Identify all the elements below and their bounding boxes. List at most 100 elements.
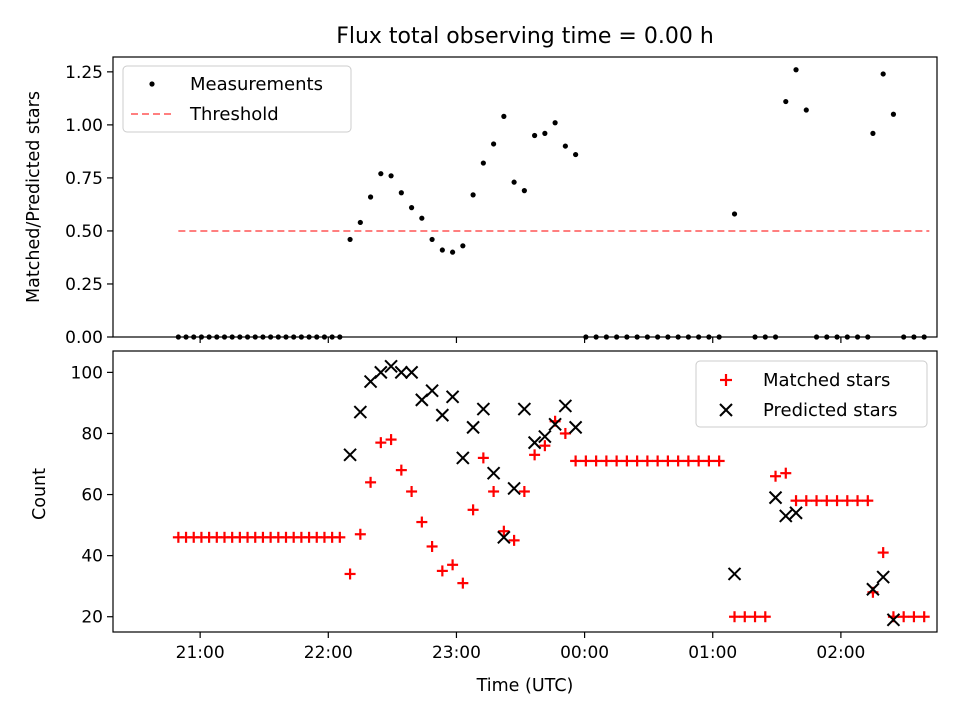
x-tick-label: 01:00 [688, 643, 737, 663]
bottom-panel: 20 40 60 80 100 21:00 22:00 23:00 00:00 01:00 02:… [30, 350, 938, 696]
matched-stars-point [672, 455, 684, 467]
predicted-stars-point [789, 506, 803, 520]
matched-stars-point [539, 440, 551, 452]
x-tick-label: 02:00 [816, 643, 865, 663]
matched-stars-point [739, 611, 751, 623]
measurement-point [890, 111, 897, 117]
measurement-point [870, 130, 876, 136]
bottom-plot-frame [112, 350, 938, 633]
matched-stars-point [518, 486, 530, 497]
matched-stars-point [780, 467, 792, 479]
matched-stars-point [611, 455, 623, 467]
y-tick-label: 80 [81, 424, 103, 444]
predicted-stars-point [435, 408, 450, 422]
x-tick-label: 22:00 [304, 643, 353, 663]
measurement-point [480, 160, 486, 166]
measurement-point [552, 120, 558, 126]
x-tick-label: 00:00 [560, 643, 609, 663]
matched-stars-point [641, 455, 653, 467]
measurement-point [419, 215, 425, 221]
matched-stars-point [488, 486, 500, 497]
top-x-ticks [199, 337, 842, 343]
matched-stars-point [334, 531, 346, 543]
y-tick-label: 60 [81, 486, 103, 506]
predicted-stars-point [425, 383, 439, 398]
measurement-point [793, 67, 799, 73]
matched-stars-point [426, 540, 438, 552]
matched-stars-point [862, 495, 874, 507]
top-legend: Measurements Threshold [122, 65, 352, 133]
matched-stars-point [375, 437, 387, 449]
predicted-stars-point [558, 399, 573, 413]
matched-stars-point [713, 455, 725, 467]
predicted-stars-point [466, 420, 480, 435]
measurement-point [532, 132, 538, 139]
predicted-stars-point [568, 420, 583, 435]
x-tick-label: 23:00 [432, 643, 481, 663]
matched-stars-point [477, 452, 489, 464]
matched-stars-point [354, 528, 366, 540]
predicted-stars-point [353, 405, 368, 419]
measurement-point [803, 107, 809, 113]
predicted-stars-point [456, 451, 470, 465]
chart-title: Flux total observing time = 0.00 h [336, 24, 714, 49]
matched-stars-point [344, 568, 356, 580]
bottom-legend: Matched stars Predicted stars [695, 360, 928, 428]
measurement-point [491, 141, 497, 147]
predicted-stars-point [768, 490, 783, 505]
predicted-stars-point [497, 530, 511, 545]
measurement-point [460, 243, 466, 249]
measurement-point [347, 236, 353, 243]
predicted-stars-point [866, 582, 880, 596]
matched-stars-point [406, 486, 418, 497]
matched-stars-point [395, 464, 407, 476]
matched-stars-point [811, 495, 823, 507]
matched-stars-point [770, 470, 782, 482]
matched-stars-point [749, 611, 761, 623]
measurement-point [880, 71, 886, 77]
y-tick-label: 0.75 [65, 169, 103, 189]
matched-stars-point [580, 455, 592, 467]
measurement-point [357, 219, 363, 226]
matched-stars-point [621, 455, 633, 467]
matched-stars-point [467, 504, 479, 516]
measurement-point [378, 171, 384, 177]
bottom-x-ticks: 21:00 22:00 23:00 00:00 01:00 02:00 [176, 632, 865, 663]
measurement-point [388, 173, 394, 179]
matched-stars-point [416, 516, 428, 528]
matched-legend-marker [720, 374, 732, 386]
y-tick-label: 1.25 [65, 63, 103, 83]
measurement-point [731, 211, 738, 217]
legend-measurements-label: Measurements [190, 74, 323, 95]
matched-stars-point [365, 476, 377, 488]
predicted-stars-point [507, 481, 521, 496]
matched-stars-point [600, 455, 612, 467]
predicted-stars-point [517, 402, 532, 416]
measurement-point [449, 249, 456, 255]
predicted-stars-point [404, 365, 419, 380]
matched-stars-point [529, 449, 541, 461]
measurement-point [573, 151, 579, 158]
matched-stars-point [447, 559, 459, 571]
matched-stars-point [590, 455, 602, 467]
y-tick-label: 40 [81, 547, 103, 567]
matched-stars-point [790, 495, 802, 507]
top-series [175, 67, 930, 340]
measurement-point [398, 190, 404, 196]
measurement-point [562, 143, 568, 149]
matched-stars-point [662, 455, 674, 467]
matched-stars-point [385, 434, 397, 446]
top-plot-frame [112, 56, 938, 338]
predicted-stars-point [548, 417, 562, 432]
predicted-stars-point [384, 359, 398, 373]
measurement-point [439, 247, 445, 253]
matched-stars-point [457, 577, 469, 589]
bottom-y-axis-label: Count [30, 468, 50, 520]
matched-stars-point [436, 565, 448, 577]
y-tick-label: 1.00 [65, 116, 103, 136]
matched-stars-point [852, 495, 864, 507]
legend-matched-label: Matched stars [763, 370, 890, 391]
matched-stars-point [498, 525, 510, 537]
matched-stars-point [841, 495, 853, 507]
